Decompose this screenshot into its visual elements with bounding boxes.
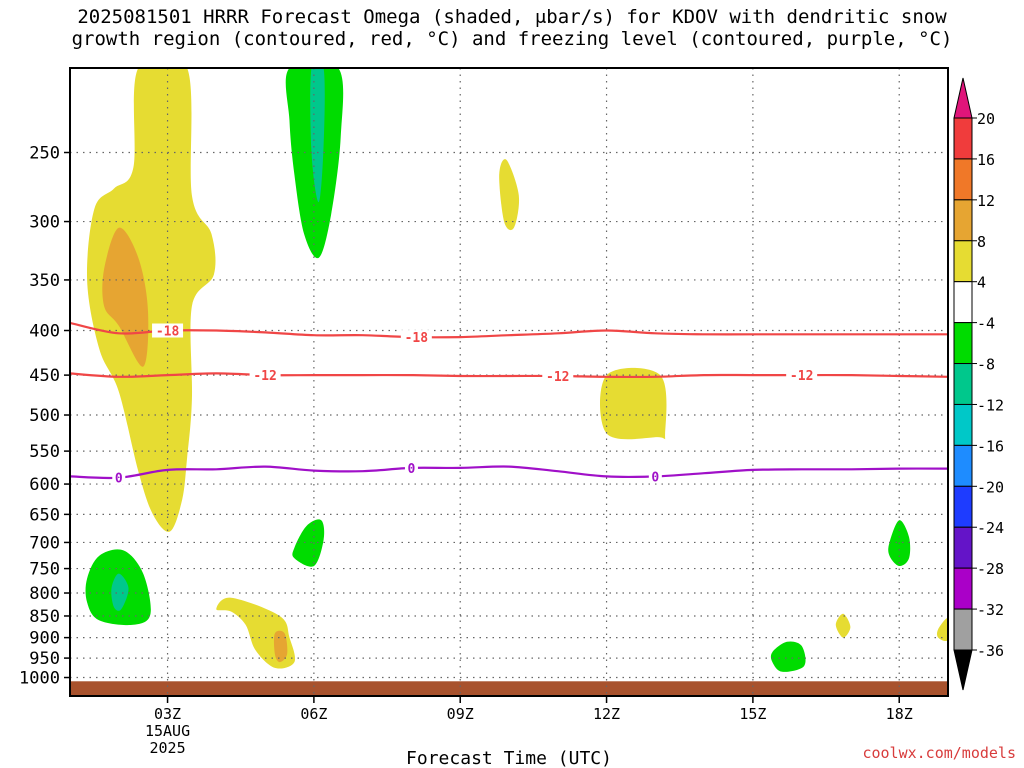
omega-region-7 (835, 613, 851, 638)
temperature-contours: -18 -18 -12 -12 -12 0 0 0 (70, 321, 948, 487)
contour-label-3-3: 0 (651, 470, 659, 485)
chart-grid (70, 68, 948, 696)
colorbar-label-3: 12 (977, 192, 995, 210)
x-tick-label-03Z: 03Z (154, 705, 181, 723)
contour-label-1-1: -18 (156, 325, 180, 340)
y-tick-label-750: 750 (29, 560, 60, 580)
colorbar-label-13: -32 (977, 601, 1004, 619)
contour-label-bg-3-3 (648, 469, 662, 484)
omega-region-3 (499, 159, 520, 231)
y-tick-label-500: 500 (29, 406, 60, 426)
y-tick-label-350: 350 (29, 271, 60, 291)
colorbar-bin-8 (953, 403, 973, 446)
contour-label-bg-2-1 (249, 368, 281, 383)
colorbar-label-2: 16 (977, 151, 995, 169)
x-tick-label-09Z: 09Z (447, 705, 474, 723)
contour-label-bg-3-1 (112, 470, 126, 485)
y-tick-label-900: 900 (29, 629, 60, 649)
contour-label-3-2: 0 (408, 462, 416, 477)
x-tick-label-06Z: 06Z (300, 705, 327, 723)
colorbar-bin-5 (953, 281, 973, 324)
chart-title-line-1: 2025081501 HRRR Forecast Omega (shaded, … (77, 6, 947, 28)
ground-layer (70, 681, 948, 696)
contour-label-1-2: -18 (405, 331, 429, 346)
colorbar-bin-7 (953, 363, 973, 405)
omega-region-8 (937, 618, 948, 642)
colorbar-top-arrow (953, 77, 973, 119)
contour-label-2-1: -12 (253, 369, 276, 384)
contour-label-bg-1-2 (400, 330, 432, 345)
ground-fill (70, 681, 948, 696)
contour-label-2-3: -12 (790, 369, 813, 384)
colorbar-bin-12 (953, 567, 973, 610)
y-tick-label-250: 250 (29, 144, 60, 164)
colorbar-label-9: -16 (977, 437, 1004, 455)
contour-label-bg-2-3 (786, 368, 818, 383)
colorbar-bin-10 (953, 485, 973, 528)
x-tick-sublabel-2: 2025 (149, 739, 185, 757)
colorbar-label-14: -36 (977, 642, 1004, 660)
y-tick-label-1000: 1000 (19, 669, 60, 689)
colorbar-bin-1 (953, 117, 973, 160)
colorbar-label-6: -4 (977, 315, 995, 333)
y-tick-label-600: 600 (29, 475, 60, 495)
colorbar-label-7: -8 (977, 356, 995, 374)
contour-line-1 (70, 321, 948, 339)
contour-label-3-1: 0 (115, 472, 123, 487)
colorbar-label-8: -12 (977, 396, 1004, 414)
contour-label-2-2: -12 (546, 370, 569, 385)
x-axis-label: Forecast Time (UTC) (406, 748, 612, 768)
y-tick-label-400: 400 (29, 322, 60, 342)
y-tick-label-300: 300 (29, 213, 60, 233)
colorbar-label-11: -24 (977, 519, 1004, 537)
y-tick-label-650: 650 (29, 505, 60, 525)
chart-title-line-2: growth region (contoured, red, °C) and f… (71, 28, 953, 50)
y-tick-label-950: 950 (29, 649, 60, 669)
x-tick-label-18Z: 18Z (886, 705, 913, 723)
y-tick-label-550: 550 (29, 442, 60, 462)
plot-frame (69, 67, 949, 697)
contour-label-bg-1-1 (152, 323, 184, 338)
y-tick-label-800: 800 (29, 584, 60, 604)
colorbar-bin-11 (953, 526, 973, 569)
omega-region-6 (273, 630, 288, 663)
contour-line-3 (70, 465, 948, 480)
colorbar-bin-13 (953, 608, 973, 651)
colorbar-bottom-arrow (953, 649, 973, 691)
contour-label-bg-3-2 (404, 460, 418, 475)
colorbar: 20 16 12 8 4 -4 -8 -12 -16 -20 -24 -28 -32 -36 (953, 77, 1004, 691)
omega-region-11 (292, 519, 325, 567)
colorbar-label-12: -28 (977, 560, 1004, 578)
colorbar-bin-2 (953, 158, 973, 201)
colorbar-bin-6 (953, 322, 973, 365)
omega-shading (85, 68, 948, 672)
omega-region-14 (770, 641, 806, 672)
omega-region-13 (111, 573, 129, 611)
y-tick-label-450: 450 (29, 366, 60, 386)
colorbar-label-5: 4 (977, 274, 986, 292)
omega-region-4 (599, 367, 667, 440)
colorbar-label-1: 20 (977, 110, 995, 128)
x-tick-sublabel-1: 15AUG (145, 722, 190, 740)
x-tick-label-15Z: 15Z (739, 705, 766, 723)
colorbar-label-10: -20 (977, 478, 1004, 496)
y-tick-label-850: 850 (29, 607, 60, 627)
y-tick-label-700: 700 (29, 533, 60, 553)
credit-link[interactable]: coolwx.com/models (862, 744, 1016, 762)
y-axis: 2503003504004505005506006507007508008509… (19, 144, 70, 689)
x-tick-label-12Z: 12Z (593, 705, 620, 723)
omega-region-1 (86, 68, 216, 532)
contour-label-bg-2-2 (542, 368, 574, 383)
colorbar-bin-4 (953, 240, 973, 283)
colorbar-bin-3 (953, 199, 973, 242)
colorbar-label-4: 8 (977, 233, 986, 251)
colorbar-bin-9 (953, 444, 973, 487)
chart-title: 2025081501 HRRR Forecast Omega (shaded, … (0, 6, 1024, 50)
